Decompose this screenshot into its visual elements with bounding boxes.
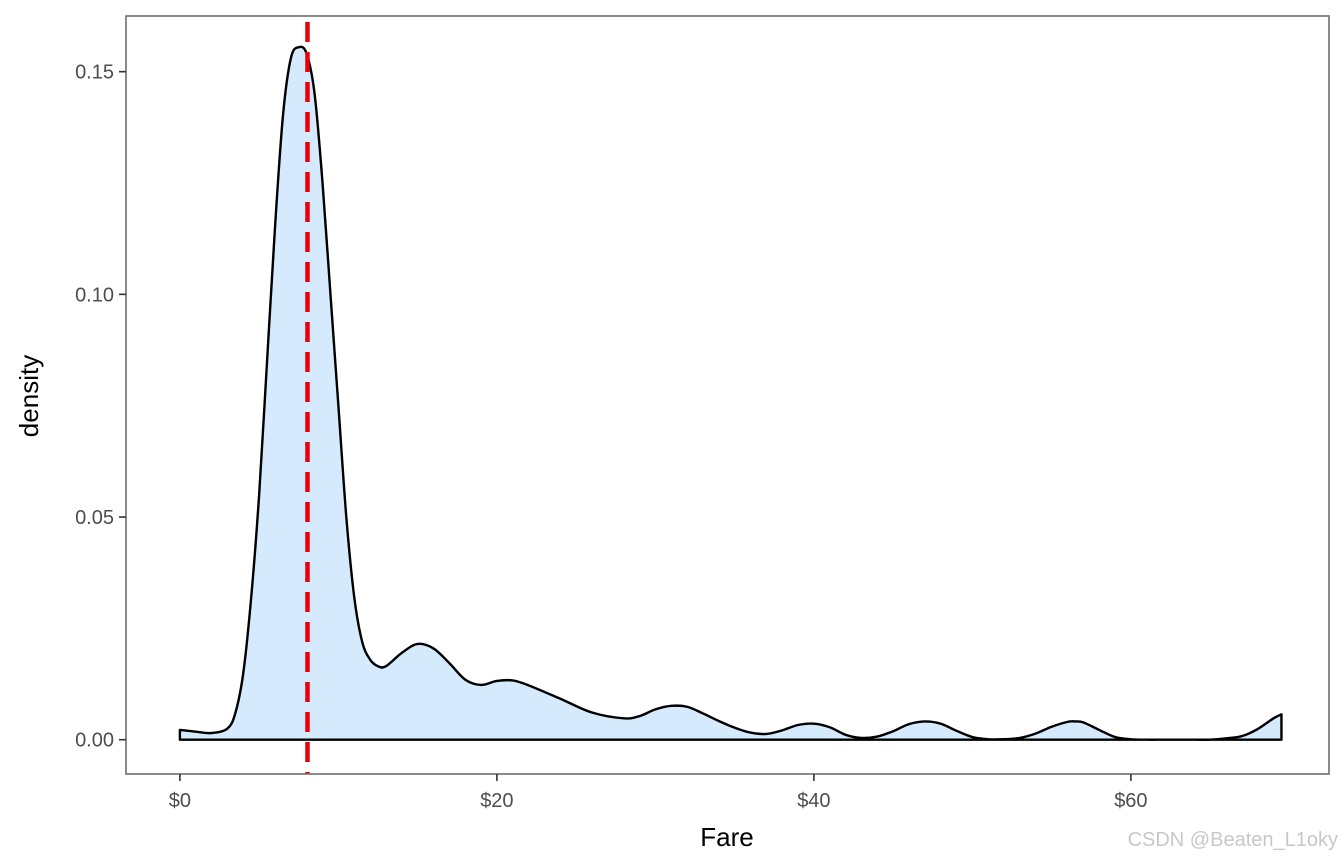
x-tick-label: $60: [1114, 790, 1147, 812]
y-axis-title: density: [14, 355, 44, 437]
y-tick-label: 0.05: [75, 507, 114, 529]
x-tick-label: $20: [480, 790, 513, 812]
x-axis-title: Fare: [700, 822, 753, 852]
watermark: CSDN @Beaten_L1oky: [1128, 829, 1338, 851]
x-tick-label: $0: [169, 790, 191, 812]
x-tick-label: $40: [797, 790, 830, 812]
y-tick-label: 0.10: [75, 284, 114, 306]
y-tick-label: 0.00: [75, 730, 114, 752]
y-tick-label: 0.15: [75, 62, 114, 84]
